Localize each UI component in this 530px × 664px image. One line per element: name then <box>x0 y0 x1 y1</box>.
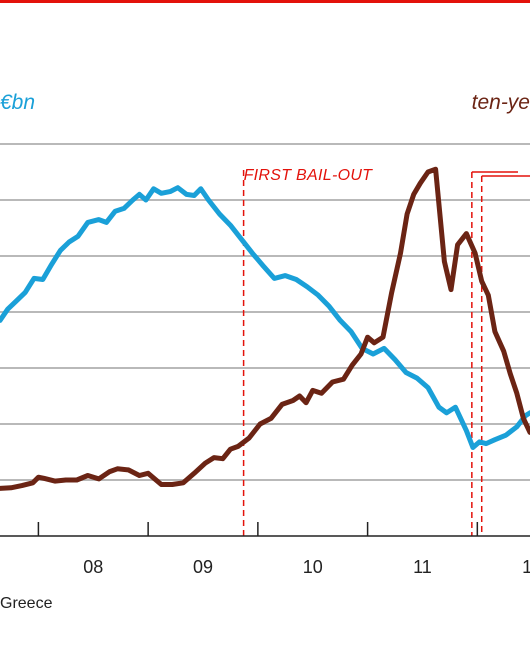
first-bailout-annotation: FIRST BAIL-OUT <box>242 167 530 536</box>
x-tick-label: 08 <box>83 557 103 577</box>
top-red-rule <box>0 0 530 3</box>
series-line-blue <box>0 185 530 450</box>
left-axis-label: €bn <box>0 91 35 114</box>
x-tick-label: 09 <box>193 557 213 577</box>
series-lines <box>0 166 530 491</box>
x-tick-label: 12 <box>522 557 530 577</box>
x-axis-ticks: 08 09 10 11 12 <box>37 522 530 577</box>
x-tick-label: 10 <box>303 557 323 577</box>
first-bailout-label: FIRST BAIL-OUT <box>244 167 374 184</box>
gridlines <box>0 143 530 481</box>
right-axis-label: ten-ye <box>472 91 530 114</box>
series-line-brown <box>0 166 530 491</box>
x-tick-label: 11 <box>413 557 432 577</box>
source-note: Greece <box>0 595 53 612</box>
